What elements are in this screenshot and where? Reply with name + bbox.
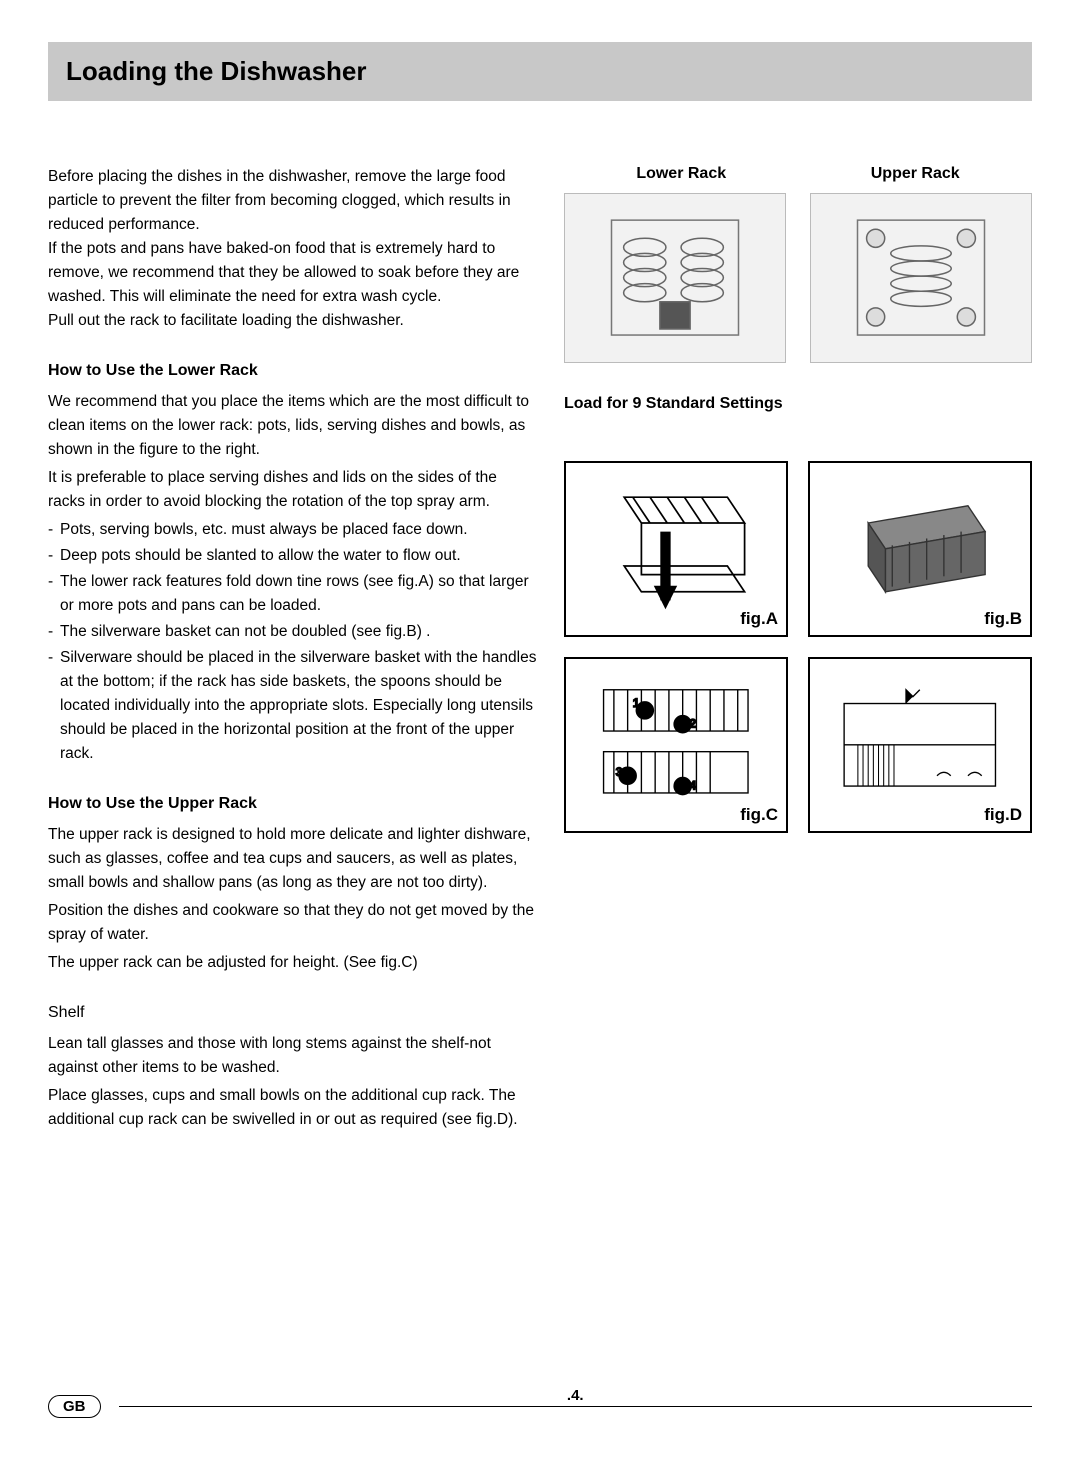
upper-rack-p2: Position the dishes and cookware so that… — [48, 899, 538, 947]
upper-rack-icon — [822, 202, 1020, 353]
intro-block: Before placing the dishes in the dishwas… — [48, 165, 538, 333]
bullet-item: -The silverware basket can not be double… — [48, 620, 538, 644]
svg-text:3: 3 — [616, 765, 623, 779]
bullet-item: -The lower rack features fold down tine … — [48, 570, 538, 618]
bullet-item: -Silverware should be placed in the silv… — [48, 646, 538, 766]
upper-rack-block: How to Use the Upper Rack The upper rack… — [48, 792, 538, 975]
bullet-text: The silverware basket can not be doubled… — [60, 620, 538, 644]
lower-rack-p2: It is preferable to place serving dishes… — [48, 466, 538, 514]
page-number: .4. — [557, 1387, 594, 1404]
fig-c-label: fig.C — [740, 805, 778, 825]
fig-a-label: fig.A — [740, 609, 778, 629]
left-column: Before placing the dishes in the dishwas… — [48, 165, 538, 1158]
lower-rack-bullets: -Pots, serving bowls, etc. must always b… — [48, 518, 538, 766]
lower-rack-icon — [576, 202, 774, 353]
dash-icon: - — [48, 620, 60, 644]
rack-labels-row: Lower Rack Upper Rack — [564, 165, 1032, 183]
intro-p3: Pull out the rack to facilitate loading … — [48, 309, 538, 333]
load-settings-label: Load for 9 Standard Settings — [564, 395, 1032, 413]
upper-rack-p3: The upper rack can be adjusted for heigh… — [48, 951, 538, 975]
svg-text:1: 1 — [633, 696, 640, 710]
dash-icon: - — [48, 646, 60, 766]
page-title: Loading the Dishwasher — [66, 56, 1014, 87]
gb-badge: GB — [48, 1395, 101, 1418]
fig-d-label: fig.D — [984, 805, 1022, 825]
intro-p1: Before placing the dishes in the dishwas… — [48, 165, 538, 237]
lower-rack-p1: We recommend that you place the items wh… — [48, 390, 538, 462]
rack-images-row — [564, 193, 1032, 363]
figure-grid: fig.A fig.B — [564, 461, 1032, 833]
fig-a-icon — [579, 480, 773, 618]
fig-b-label: fig.B — [984, 609, 1022, 629]
lower-rack-heading: How to Use the Lower Rack — [48, 359, 538, 384]
lower-rack-image — [564, 193, 786, 363]
bullet-text: Silverware should be placed in the silve… — [60, 646, 538, 766]
upper-rack-label: Upper Rack — [871, 165, 960, 183]
bullet-text: Deep pots should be slanted to allow the… — [60, 544, 538, 568]
shelf-p2: Place glasses, cups and small bowls on t… — [48, 1084, 538, 1132]
footer-line: .4. — [119, 1406, 1033, 1407]
bullet-text: The lower rack features fold down tine r… — [60, 570, 538, 618]
dash-icon: - — [48, 570, 60, 618]
bullet-item: -Deep pots should be slanted to allow th… — [48, 544, 538, 568]
bullet-item: -Pots, serving bowls, etc. must always b… — [48, 518, 538, 542]
page-footer: GB .4. — [48, 1395, 1032, 1418]
upper-rack-heading: How to Use the Upper Rack — [48, 792, 538, 817]
fig-d-icon — [823, 676, 1017, 814]
title-banner: Loading the Dishwasher — [48, 42, 1032, 101]
figure-d: fig.D — [808, 657, 1032, 833]
dash-icon: - — [48, 518, 60, 542]
shelf-heading: Shelf — [48, 1001, 538, 1026]
content-columns: Before placing the dishes in the dishwas… — [48, 165, 1032, 1158]
lower-rack-block: How to Use the Lower Rack We recommend t… — [48, 359, 538, 766]
right-column: Lower Rack Upper Rack — [564, 165, 1032, 1158]
dash-icon: - — [48, 544, 60, 568]
svg-text:2: 2 — [690, 717, 697, 731]
upper-rack-p1: The upper rack is designed to hold more … — [48, 823, 538, 895]
figure-a: fig.A — [564, 461, 788, 637]
upper-rack-image — [810, 193, 1032, 363]
shelf-p1: Lean tall glasses and those with long st… — [48, 1032, 538, 1080]
fig-c-icon: 1 2 3 4 — [579, 676, 773, 814]
lower-rack-label: Lower Rack — [636, 165, 726, 183]
bullet-text: Pots, serving bowls, etc. must always be… — [60, 518, 538, 542]
figure-b: fig.B — [808, 461, 1032, 637]
figure-c: 1 2 3 4 fig.C — [564, 657, 788, 833]
shelf-block: Shelf Lean tall glasses and those with l… — [48, 1001, 538, 1132]
intro-p2: If the pots and pans have baked-on food … — [48, 237, 538, 309]
fig-b-icon — [823, 480, 1017, 618]
svg-text:4: 4 — [690, 779, 697, 793]
